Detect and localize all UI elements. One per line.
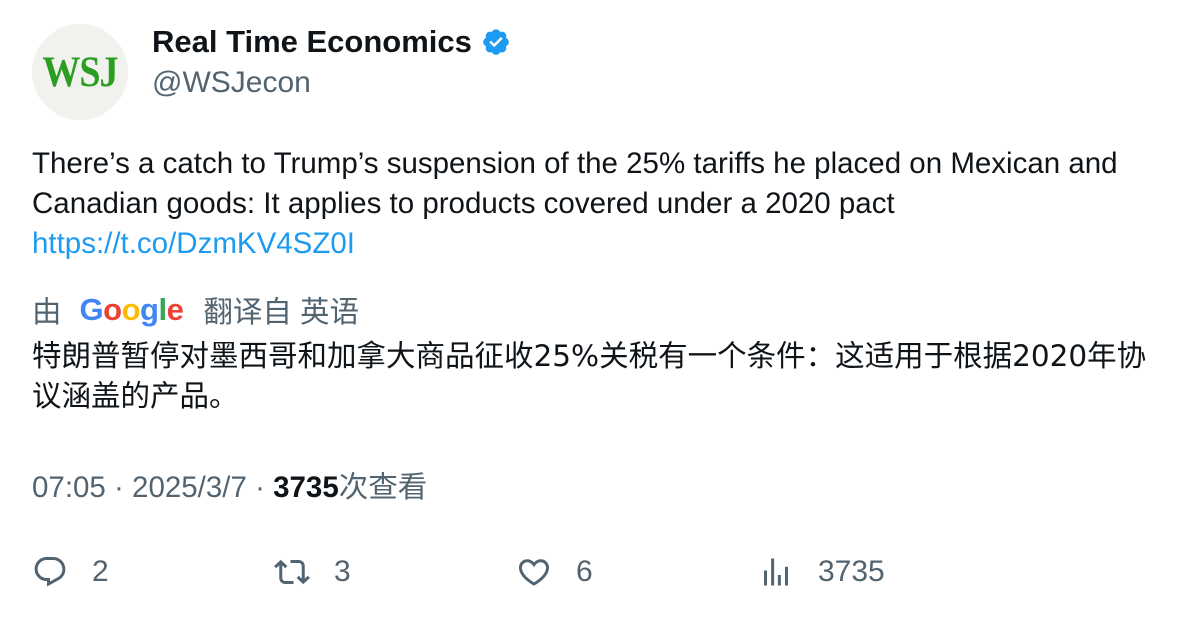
tweet-link[interactable]: https://t.co/DzmKV4SZ0I xyxy=(32,227,355,260)
views-action-count: 3735 xyxy=(818,555,885,588)
meta-separator: · xyxy=(246,471,274,504)
tweet: WSJ Real Time Economics @WSJecon There’s… xyxy=(32,24,1172,508)
retweet-button[interactable]: 3 xyxy=(274,554,516,590)
analytics-icon xyxy=(764,558,788,586)
avatar[interactable]: WSJ xyxy=(32,24,128,120)
author-names: Real Time Economics @WSJecon xyxy=(152,24,511,100)
verified-badge-icon[interactable] xyxy=(481,27,511,57)
translated-text: 特朗普暂停对墨西哥和加拿大商品征收25%关税有一个条件：这适用于根据2020年协… xyxy=(32,339,1147,413)
views-button[interactable]: 3735 xyxy=(758,554,1000,590)
views-count: 3735 xyxy=(273,471,339,504)
translated-from-label[interactable]: 翻译自 英语 xyxy=(203,296,360,329)
tweet-time[interactable]: 07:05 xyxy=(32,471,106,504)
tweet-header: WSJ Real Time Economics @WSJecon xyxy=(32,24,1172,120)
translated-by-label: 由 xyxy=(32,296,62,329)
wsj-logo: WSJ xyxy=(42,47,118,97)
heart-icon xyxy=(518,559,550,586)
reply-count: 2 xyxy=(92,555,109,588)
retweet-icon xyxy=(274,559,310,585)
display-name-row: Real Time Economics xyxy=(152,24,511,60)
google-logo: Google xyxy=(79,292,184,327)
tweet-meta: 07:05 · 2025/3/7 · 3735次查看 xyxy=(32,468,1172,508)
like-count: 6 xyxy=(576,555,593,588)
views-label: 次查看 xyxy=(338,471,428,504)
tweet-body: There’s a catch to Trump’s suspension of… xyxy=(32,147,1118,220)
display-name[interactable]: Real Time Economics xyxy=(152,24,472,59)
meta-separator: · xyxy=(105,471,133,504)
tweet-text: There’s a catch to Trump’s suspension of… xyxy=(32,144,1172,264)
action-bar: 2 3 6 3735 xyxy=(32,552,1172,592)
reply-button[interactable]: 2 xyxy=(32,554,274,590)
translation-attribution: 由 Google 翻译自 英语 xyxy=(32,290,1172,330)
reply-icon xyxy=(34,557,66,587)
tweet-date[interactable]: 2025/3/7 xyxy=(132,471,247,504)
like-button[interactable]: 6 xyxy=(516,554,758,590)
retweet-count: 3 xyxy=(334,555,351,588)
handle[interactable]: @WSJecon xyxy=(152,66,311,99)
